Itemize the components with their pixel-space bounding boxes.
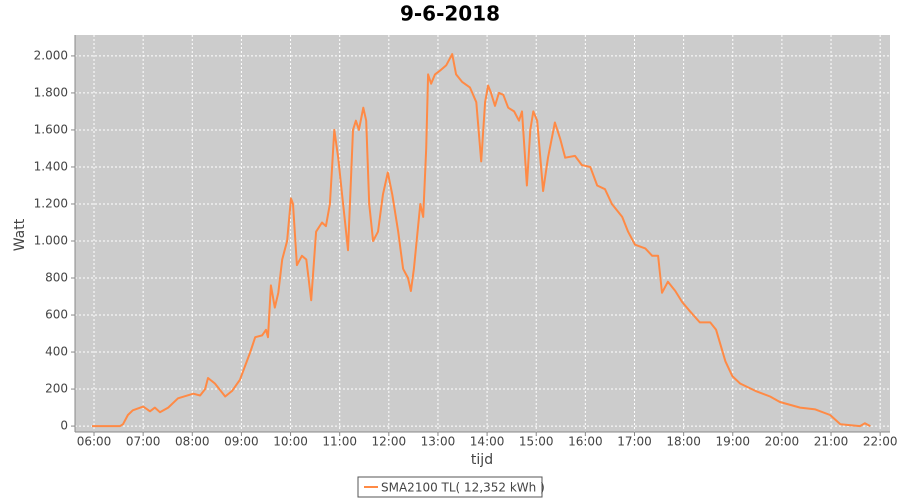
y-tick-label: 2.000 — [34, 48, 68, 62]
x-tick-label: 08:00 — [175, 435, 210, 449]
y-tick-label: 600 — [45, 308, 68, 322]
x-tick-label: 14:00 — [470, 435, 505, 449]
y-axis-label: Watt — [12, 218, 28, 251]
plot-area — [75, 35, 890, 432]
x-tick-label: 22:00 — [863, 435, 898, 449]
y-tick-label: 1.600 — [34, 122, 68, 136]
x-tick-label: 16:00 — [568, 435, 603, 449]
y-tick-label: 400 — [45, 345, 68, 359]
y-tick-label: 1.000 — [34, 233, 68, 247]
x-tick-label: 17:00 — [617, 435, 652, 449]
data-line — [92, 53, 871, 428]
chart-title: 9-6-2018 — [400, 2, 500, 26]
x-tick-label: 18:00 — [666, 435, 701, 449]
y-tick-label: 0 — [60, 419, 68, 433]
x-tick-label: 07:00 — [126, 435, 161, 449]
x-tick-label: 15:00 — [519, 435, 554, 449]
x-tick-label: 11:00 — [322, 435, 357, 449]
x-tick-label: 09:00 — [224, 435, 259, 449]
x-tick-label: 13:00 — [421, 435, 456, 449]
y-tick-label: 800 — [45, 271, 68, 285]
y-tick-label: 1.800 — [34, 85, 68, 99]
y-tick-label: 1.200 — [34, 196, 68, 210]
legend-box — [357, 476, 543, 498]
y-tick-label: 1.400 — [34, 159, 68, 173]
x-tick-label: 19:00 — [715, 435, 750, 449]
x-tick-label: 21:00 — [814, 435, 849, 449]
x-axis-label: tijd — [471, 452, 493, 468]
legend-label: SMA2100 TL( 12,352 kWh ) — [381, 481, 545, 495]
x-tick-label: 10:00 — [273, 435, 308, 449]
y-tick-label: 200 — [45, 382, 68, 396]
x-tick-label: 20:00 — [765, 435, 800, 449]
x-tick-label: 12:00 — [372, 435, 407, 449]
x-tick-label: 06:00 — [77, 435, 112, 449]
